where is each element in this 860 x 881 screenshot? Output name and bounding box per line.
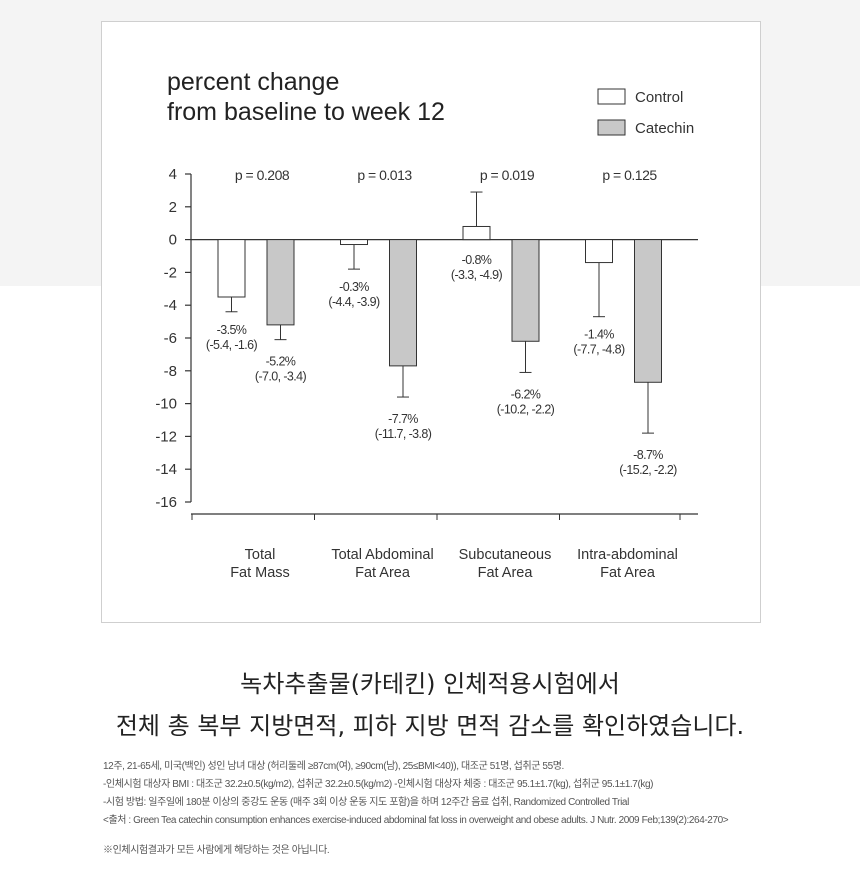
p-value-label: p = 0.019 — [480, 167, 535, 183]
ci-label: (-10.2, -2.2) — [497, 402, 555, 416]
x-category-label: Subcutaneous — [459, 547, 552, 563]
bar-catechin — [389, 239, 417, 367]
y-tick-label: -8 — [164, 363, 177, 380]
y-tick-label: -12 — [155, 428, 177, 445]
data-label: -7.7% — [388, 412, 418, 426]
note-line: -시험 방법: 일주일에 180분 이상의 중강도 운동 (매주 3회 이상 운… — [103, 797, 629, 808]
data-label: -0.8% — [462, 253, 492, 267]
x-category-label: Fat Area — [355, 565, 411, 581]
y-tick-label: -2 — [164, 264, 177, 281]
ci-label: (-4.4, -3.9) — [328, 295, 380, 309]
headline-line-1: 녹차추출물(카테킨) 인체적용시험에서 — [240, 670, 620, 698]
data-label: -5.2% — [266, 355, 296, 369]
y-tick-label: 4 — [169, 166, 177, 183]
y-tick-label: -6 — [164, 330, 177, 347]
x-category-label: Intra-abdominal — [577, 547, 678, 563]
y-tick-label: -16 — [155, 494, 177, 511]
note-line: 12주, 21-65세, 미국(백인) 성인 남녀 대상 (허리둘레 ≥87cm… — [103, 761, 564, 772]
chart-title: from baseline to week 12 — [167, 98, 445, 126]
x-category-label: Fat Area — [478, 565, 534, 581]
data-label: -3.5% — [217, 323, 247, 337]
data-label: -8.7% — [633, 448, 663, 462]
chart-title: percent change — [167, 68, 339, 96]
legend-label: Control — [635, 89, 683, 106]
y-tick-label: -14 — [155, 461, 177, 478]
legend-swatch — [597, 119, 626, 136]
ci-label: (-5.4, -1.6) — [206, 338, 258, 352]
study-notes: 12주, 21-65세, 미국(백인) 성인 남녀 대상 (허리둘레 ≥87cm… — [103, 758, 803, 860]
chart-card: percent change from baseline to week 12 Co… — [101, 21, 761, 623]
bar-catechin — [511, 239, 540, 342]
y-tick-label: 2 — [169, 199, 177, 216]
legend-label: Catechin — [635, 120, 694, 137]
disclaimer: ※인체시험결과가 모든 사람에게 해당하는 것은 아닙니다. — [103, 845, 330, 856]
ci-label: (-7.0, -3.4) — [255, 370, 307, 384]
x-category-label: Total — [245, 547, 276, 563]
bar-catechin — [634, 239, 662, 383]
note-line: -인체시험 대상자 BMI : 대조군 32.2±0.5(kg/m2), 섭취군… — [103, 779, 654, 790]
legend-swatch — [597, 88, 626, 105]
headline-line-2: 전체 총 복부 지방면적, 피하 지방 면적 감소를 확인하였습니다. — [115, 712, 745, 740]
note-line: <출처 : Green Tea catechin consumption enh… — [103, 815, 729, 826]
p-value-label: p = 0.208 — [235, 167, 290, 183]
bar-catechin — [266, 239, 295, 326]
data-label: -1.4% — [584, 328, 614, 342]
x-category-label: Fat Area — [600, 565, 656, 581]
y-tick-label: -10 — [155, 396, 177, 413]
ci-label: (-15.2, -2.2) — [619, 463, 677, 477]
bar-control — [217, 239, 246, 298]
ci-label: (-11.7, -3.8) — [375, 427, 432, 441]
bar-control — [462, 225, 491, 241]
ci-label: (-7.7, -4.8) — [573, 343, 625, 357]
ci-label: (-3.3, -4.9) — [451, 268, 503, 282]
bar-control — [585, 239, 613, 264]
y-tick-label: 0 — [169, 232, 177, 249]
p-value-label: p = 0.013 — [357, 167, 412, 183]
p-value-label: p = 0.125 — [602, 167, 657, 183]
bar-control — [340, 239, 368, 246]
x-category-label: Fat Mass — [230, 565, 290, 581]
y-tick-label: -4 — [164, 297, 177, 314]
data-label: -0.3% — [339, 280, 369, 294]
data-label: -6.2% — [511, 387, 541, 401]
x-category-label: Total Abdominal — [331, 547, 433, 563]
